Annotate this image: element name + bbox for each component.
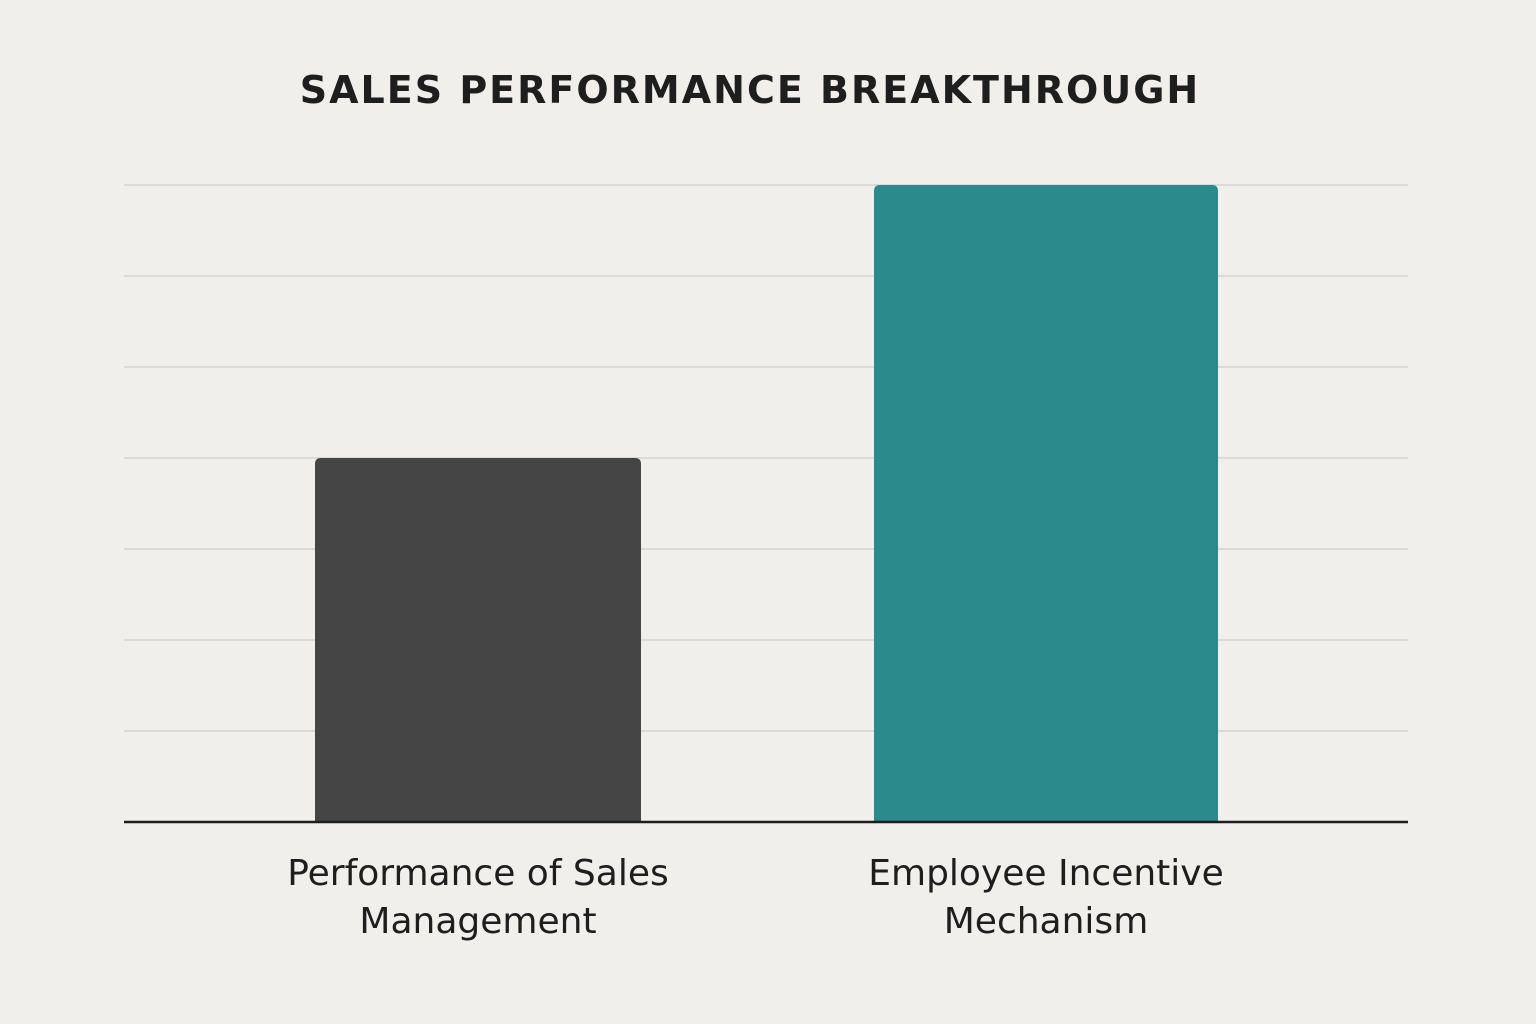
bar-sales-management — [315, 458, 641, 822]
bars — [315, 185, 1218, 822]
category-label-employee-incentive: Employee Incentive Mechanism — [816, 850, 1276, 946]
category-label-line: Management — [359, 901, 597, 942]
category-label-sales-management: Performance of Sales Management — [248, 850, 708, 946]
category-label-line: Mechanism — [943, 901, 1149, 942]
category-label-line: Performance of Sales — [287, 853, 669, 894]
bar-employee-incentive — [874, 185, 1218, 822]
category-label-line: Employee Incentive — [868, 853, 1224, 894]
chart-title: SALES PERFORMANCE BREAKTHROUGH — [299, 68, 1201, 112]
